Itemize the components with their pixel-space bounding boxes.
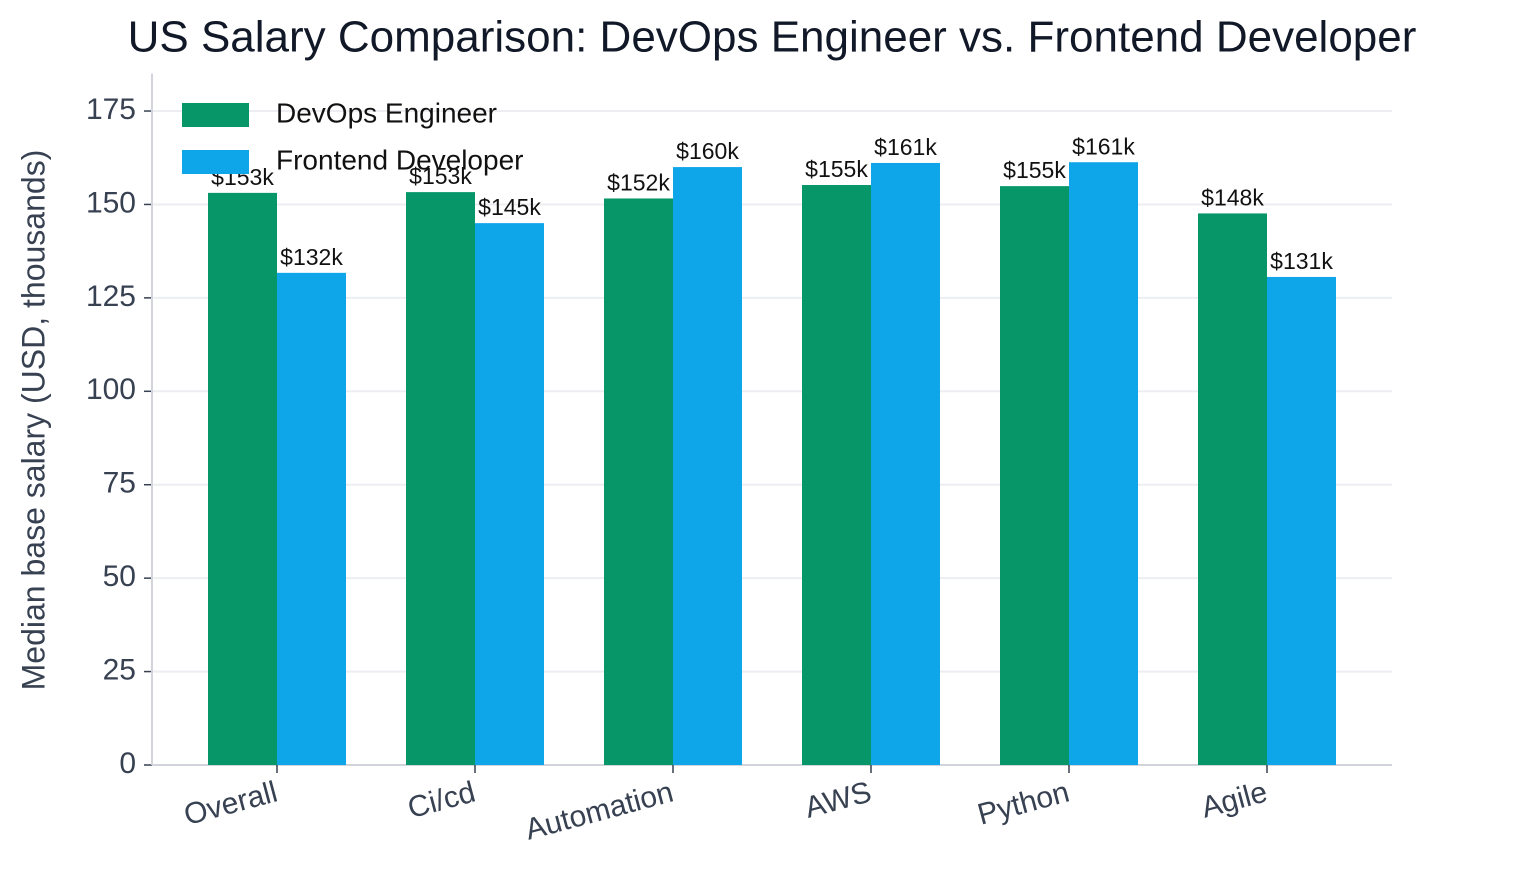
value-label: $131k: [1270, 248, 1333, 274]
y-tick-label: 0: [119, 747, 136, 780]
x-tick-label: Python: [974, 776, 1073, 832]
bar: [802, 185, 871, 766]
value-label: $132k: [280, 244, 343, 270]
y-tick-label: 75: [103, 467, 136, 500]
x-tick-label: Automation: [522, 776, 677, 847]
value-label: $160k: [676, 138, 739, 164]
bar: [673, 167, 742, 765]
bar: [1198, 213, 1267, 765]
chart-title: US Salary Comparison: DevOps Engineer vs…: [128, 13, 1417, 62]
bar: [1267, 276, 1336, 765]
bar: [277, 272, 346, 765]
bar: [871, 162, 940, 765]
legend-swatch: [182, 103, 249, 127]
bar: [406, 192, 475, 765]
value-label: $155k: [805, 156, 868, 182]
bar: [1000, 186, 1069, 766]
value-label: $153k: [409, 163, 472, 189]
y-tick-label: 150: [86, 186, 136, 219]
y-tick-label: 125: [86, 280, 136, 313]
value-label: $161k: [1072, 133, 1135, 159]
x-tick-label: Ci/cd: [404, 776, 479, 826]
legend-label: DevOps Engineer: [276, 97, 497, 128]
x-tick-label: AWS: [801, 776, 874, 825]
legend-swatch: [182, 150, 249, 174]
x-tick-label: Overall: [181, 776, 281, 832]
x-tick-label: Agile: [1198, 776, 1271, 825]
y-tick-label: 100: [86, 373, 136, 406]
bar: [208, 192, 277, 765]
value-label: $145k: [478, 194, 541, 220]
y-tick-label: 50: [103, 560, 136, 593]
y-tick-label: 175: [86, 93, 136, 126]
bar: [604, 198, 673, 765]
bar: [1069, 162, 1138, 765]
bar: [475, 223, 544, 765]
value-label: $152k: [607, 170, 670, 196]
value-label: $148k: [1201, 184, 1264, 210]
value-label: $161k: [874, 134, 937, 160]
legend-label: Frontend Developer: [276, 144, 523, 175]
y-axis-label: Median base salary (USD, thousands): [15, 150, 51, 691]
y-tick-label: 25: [103, 653, 136, 686]
value-label: $155k: [1003, 157, 1066, 183]
